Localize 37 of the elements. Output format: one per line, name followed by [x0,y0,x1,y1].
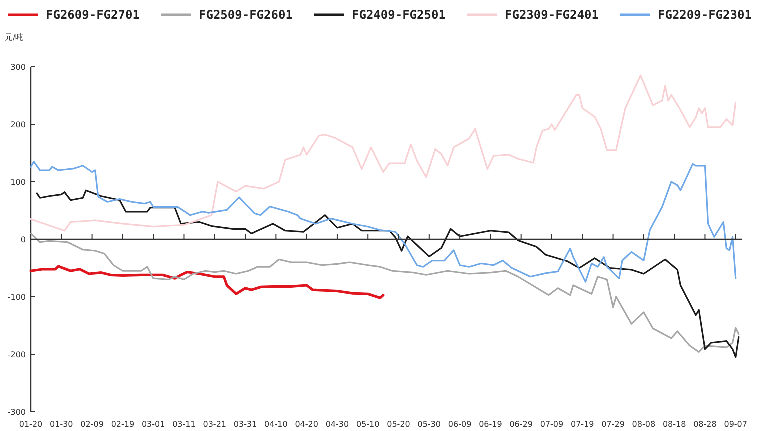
x-tick-label: 08-18 [662,420,686,429]
x-tick-label: 07-19 [571,420,594,429]
x-tick-label: 07-29 [602,420,625,429]
x-tick-label: 05-30 [418,420,442,429]
x-tick-label: 02-09 [80,420,104,429]
x-tick-label: 03-01 [142,420,166,429]
y-tick-label: -300 [8,408,26,417]
x-tick-label: 01-30 [50,420,74,429]
y-tick-label: -200 [8,350,26,360]
x-tick-label: 06-29 [510,420,533,429]
x-tick-label: 05-20 [387,420,410,429]
legend-label: FG2609-FG2701 [46,8,140,22]
legend-label: FG2309-FG2401 [505,8,599,22]
y-axis-title: 元/吨 [5,33,24,42]
x-tick-label: 05-10 [356,420,380,429]
x-tick-label: 01-20 [19,420,43,429]
x-tick-label: 03-31 [234,420,258,429]
x-tick-label: 03-21 [203,420,227,429]
y-tick-label: 200 [10,120,26,130]
x-tick-label: 09-07 [724,420,748,429]
legend-label: FG2509-FG2601 [199,8,293,22]
x-tick-label: 03-11 [172,420,196,429]
x-tick-label: 04-30 [326,420,350,429]
x-tick-label: 04-10 [264,420,288,429]
y-tick-label: -100 [8,292,26,302]
x-tick-label: 04-20 [295,420,318,429]
legend-label: FG2409-FG2501 [352,8,446,22]
x-tick-label: 07-09 [540,420,564,429]
x-tick-label: 02-19 [111,420,135,429]
legend-label: FG2209-FG2301 [658,8,752,22]
x-tick-label: 06-19 [479,420,502,429]
x-tick-label: 06-09 [448,420,472,429]
y-tick-label: 0 [20,235,26,244]
x-tick-label: 08-28 [694,420,717,429]
y-tick-label: 300 [10,62,26,72]
y-tick-label: 100 [10,178,26,187]
x-tick-label: 08-08 [632,420,656,429]
